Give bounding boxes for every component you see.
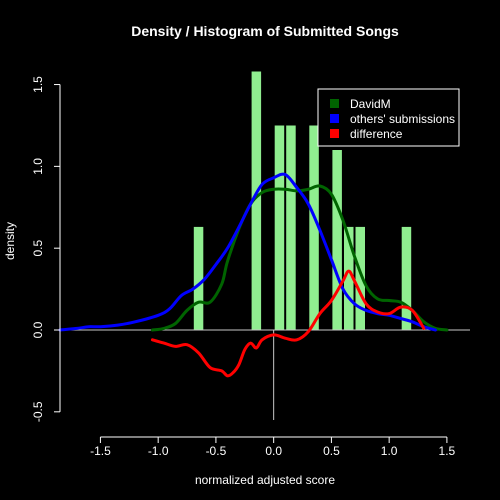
series-line-difference [150,269,426,378]
x-tick-label: 0.0 [265,444,282,458]
legend: DavidM others' submissions difference [317,88,460,147]
histogram-bar-4 [309,125,319,330]
histogram-bars [193,71,412,330]
series-line-davidm [150,184,449,332]
y-tick-label: 0.5 [31,240,45,257]
density-curves [58,172,449,378]
y-tick-label: 1.5 [31,76,45,93]
legend-swatch-others [330,114,339,123]
legend-label-others: others' submissions [350,112,455,126]
legend-label-difference: difference [350,127,403,141]
series-line-others-submissions [58,172,437,332]
axes: -1.5 -1.0 -0.5 0.0 0.5 1.0 1.5 -0.5 0.0 0.5 1.0 1.5 [31,76,456,458]
histogram-bar-7 [355,226,365,330]
x-tick-label: 0.5 [323,444,340,458]
histogram-bar-3 [286,125,296,330]
legend-box [317,88,460,147]
x-tick-label: -0.5 [206,444,227,458]
x-tick-label: -1.0 [148,444,169,458]
y-tick-label: 1.0 [31,158,45,175]
legend-swatch-difference [330,129,339,138]
y-tick-label: -0.5 [31,401,45,422]
histogram-bar-8 [401,226,412,330]
histogram-bar-5 [332,150,342,330]
x-tick-label: 1.5 [439,444,456,458]
x-tick-label: -1.5 [90,444,111,458]
y-tick-label: 0.0 [31,321,45,338]
x-tick-label: 1.0 [381,444,398,458]
legend-swatch-davidm [330,99,339,108]
x-axis-label: normalized adjusted score [195,473,335,487]
histogram-bar-1 [251,71,262,330]
y-axis-label: density [3,222,17,260]
legend-label-davidm: DavidM [350,97,391,111]
histogram-bar-2 [274,125,285,330]
histogram-bar-0 [193,226,204,330]
histogram-bar-6 [344,226,354,330]
chart-title: Density / Histogram of Submitted Songs [131,23,399,39]
